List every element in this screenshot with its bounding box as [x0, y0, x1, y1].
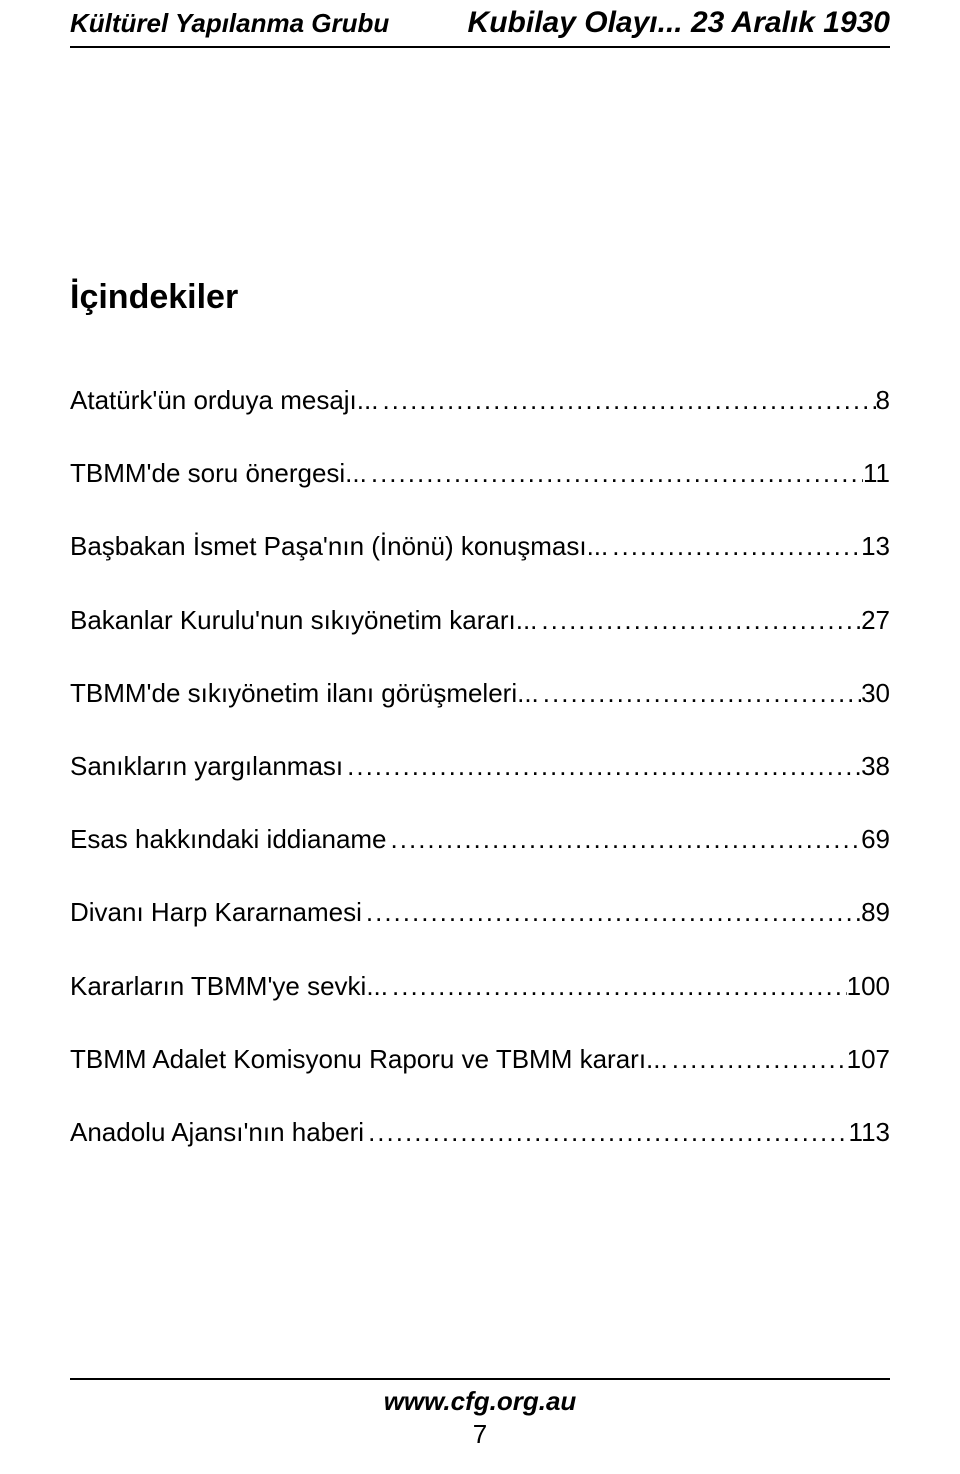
toc-entry-label: TBMM Adalet Komisyonu Raporu ve TBMM kar…	[70, 1044, 668, 1075]
toc-leader-dots	[362, 897, 861, 928]
toc-leader-dots	[668, 1044, 847, 1075]
toc-entry-label: Sanıkların yargılanması	[70, 751, 343, 782]
toc-leader-dots	[367, 458, 863, 489]
toc-entry-label: Başbakan İsmet Paşa'nın (İnönü) konuşmas…	[70, 531, 608, 562]
toc-entry-page: 89	[861, 897, 890, 928]
toc-leader-dots	[537, 605, 861, 636]
toc-list: Atatürk'ün orduya mesajı... 8 TBMM'de soru…	[70, 385, 890, 1148]
toc-row: Bakanlar Kurulu'nun sıkıyönetim kararı..…	[70, 605, 890, 636]
toc-leader-dots	[388, 971, 847, 1002]
toc-entry-page: 8	[876, 385, 890, 416]
header-right: Kubilay Olayı... 23 Aralık 1930	[468, 6, 890, 40]
toc-row: TBMM'de sıkıyönetim ilanı görüşmeleri...…	[70, 678, 890, 709]
footer-divider	[70, 1378, 890, 1380]
toc-entry-page: 13	[861, 531, 890, 562]
toc-entry-label: Kararların TBMM'ye sevki...	[70, 971, 388, 1002]
toc-entry-label: Bakanlar Kurulu'nun sıkıyönetim kararı..…	[70, 605, 537, 636]
toc-leader-dots	[343, 751, 861, 782]
header-left: Kültürel Yapılanma Grubu	[70, 8, 389, 39]
footer-site: www.cfg.org.au	[70, 1386, 890, 1417]
toc-entry-page: 27	[861, 605, 890, 636]
page-header: Kültürel Yapılanma Grubu Kubilay Olayı..…	[70, 0, 890, 40]
toc-row: Başbakan İsmet Paşa'nın (İnönü) konuşmas…	[70, 531, 890, 562]
toc-row: TBMM'de soru önergesi... 11	[70, 458, 890, 489]
toc-entry-label: Anadolu Ajansı'nın haberi	[70, 1117, 364, 1148]
toc-entry-label: TBMM'de sıkıyönetim ilanı görüşmeleri...	[70, 678, 539, 709]
toc-leader-dots	[364, 1117, 848, 1148]
footer-page-number: 7	[70, 1419, 890, 1450]
toc-entry-page: 107	[847, 1044, 890, 1075]
toc-row: Esas hakkındaki iddianame 69	[70, 824, 890, 855]
toc-row: Kararların TBMM'ye sevki... 100	[70, 971, 890, 1002]
toc-entry-page: 38	[861, 751, 890, 782]
toc-leader-dots	[608, 531, 861, 562]
toc-row: Anadolu Ajansı'nın haberi 113	[70, 1117, 890, 1148]
toc-entry-page: 11	[863, 458, 890, 489]
page-footer: www.cfg.org.au 7	[70, 1378, 890, 1450]
toc-row: Divanı Harp Kararnamesi 89	[70, 897, 890, 928]
toc-row: TBMM Adalet Komisyonu Raporu ve TBMM kar…	[70, 1044, 890, 1075]
toc-entry-page: 69	[861, 824, 890, 855]
toc-row: Sanıkların yargılanması 38	[70, 751, 890, 782]
toc-entry-label: Atatürk'ün orduya mesajı...	[70, 385, 378, 416]
toc-leader-dots	[387, 824, 862, 855]
content-area: İçindekiler Atatürk'ün orduya mesajı... 8…	[70, 48, 890, 1148]
toc-title: İçindekiler	[70, 278, 890, 317]
toc-entry-label: Divanı Harp Kararnamesi	[70, 897, 362, 928]
toc-entry-page: 100	[847, 971, 890, 1002]
toc-row: Atatürk'ün orduya mesajı... 8	[70, 385, 890, 416]
toc-leader-dots	[378, 385, 875, 416]
toc-entry-label: Esas hakkındaki iddianame	[70, 824, 387, 855]
toc-entry-page: 113	[849, 1117, 890, 1148]
toc-leader-dots	[539, 678, 861, 709]
toc-entry-page: 30	[861, 678, 890, 709]
page: Kültürel Yapılanma Grubu Kubilay Olayı..…	[0, 0, 960, 1474]
toc-entry-label: TBMM'de soru önergesi...	[70, 458, 367, 489]
